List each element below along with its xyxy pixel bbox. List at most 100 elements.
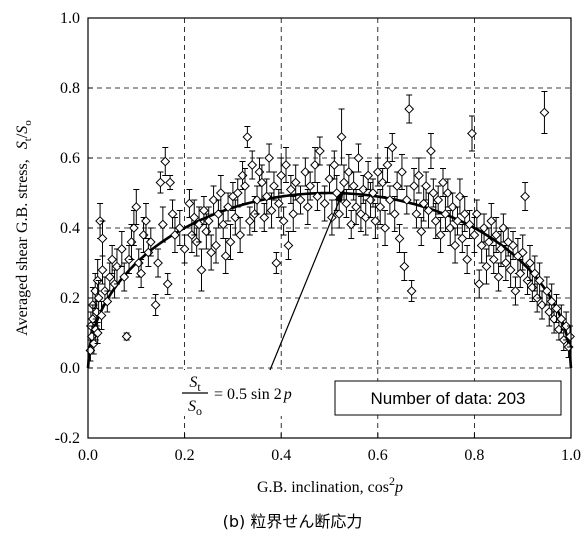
data-point	[235, 230, 246, 240]
equation-denominator: So	[188, 398, 202, 418]
y-tick-label: 0.2	[60, 290, 80, 307]
data-point	[464, 219, 475, 230]
data-point	[469, 230, 480, 240]
data-point	[119, 272, 130, 282]
data-point	[401, 195, 412, 205]
data-point	[363, 170, 374, 181]
data-point	[452, 216, 463, 226]
data-point	[133, 258, 144, 268]
x-tick-label: 0.4	[271, 447, 291, 464]
data-point	[261, 191, 272, 202]
data-point	[223, 202, 233, 212]
data-point	[358, 184, 369, 195]
data-point	[534, 275, 545, 286]
data-point	[527, 282, 538, 293]
data-point	[372, 167, 383, 177]
data-point	[121, 331, 132, 342]
data-point	[116, 244, 127, 254]
data-point	[486, 216, 497, 226]
data-point	[283, 240, 294, 251]
data-point	[479, 223, 489, 233]
data-point	[196, 265, 207, 275]
data-point	[556, 314, 567, 324]
data-point	[546, 296, 557, 307]
data-point	[290, 177, 301, 188]
data-point	[220, 251, 231, 261]
data-point	[471, 209, 482, 219]
data-point	[515, 268, 526, 279]
data-point	[520, 191, 531, 202]
data-point	[160, 156, 171, 167]
data-point	[339, 177, 349, 188]
data-point	[493, 272, 504, 282]
data-point	[329, 160, 340, 170]
data-point	[157, 219, 168, 230]
data-point	[162, 279, 173, 289]
data-point	[179, 244, 190, 254]
figure-caption: (b) 粒界せん断応力	[222, 512, 363, 531]
data-point	[104, 272, 115, 282]
data-point	[416, 226, 427, 237]
x-tick-label: 0.2	[175, 447, 195, 464]
data-point	[93, 293, 104, 303]
data-point	[211, 240, 221, 251]
data-point	[324, 174, 335, 184]
data-point	[565, 331, 575, 342]
data-point	[288, 209, 299, 219]
data-point	[529, 268, 540, 279]
data-point	[155, 177, 166, 188]
data-point	[517, 247, 528, 258]
data-point	[141, 216, 151, 226]
data-point	[319, 198, 330, 209]
y-tick-label: 1.0	[60, 10, 80, 27]
data-point	[498, 223, 509, 233]
data-point	[525, 258, 535, 268]
data-point	[488, 254, 499, 265]
equation-numerator: St	[189, 374, 201, 394]
data-point	[445, 223, 456, 233]
data-point	[215, 188, 226, 198]
data-point	[510, 286, 521, 296]
scatter-chart: 0.0 0.2 0.4 0.6 0.8 1.0-0.20.00.20.40.60.81.0…	[14, 10, 581, 496]
data-point	[170, 230, 180, 240]
data-point	[462, 254, 473, 265]
data-point	[392, 181, 403, 191]
data-point	[476, 240, 487, 251]
data-point	[496, 244, 506, 254]
data-point	[474, 279, 485, 289]
data-point	[97, 265, 108, 275]
data-point	[508, 240, 518, 251]
data-point	[167, 209, 178, 219]
data-point	[459, 209, 470, 219]
data-point	[384, 195, 395, 205]
data-point	[399, 261, 410, 272]
data-point	[203, 216, 214, 226]
data-point	[348, 181, 359, 191]
data-point	[273, 198, 284, 209]
data-point	[368, 188, 378, 198]
data-point	[252, 195, 262, 205]
data-point	[281, 160, 291, 170]
data-point	[138, 230, 149, 240]
data-point	[259, 212, 270, 223]
data-point	[503, 237, 514, 247]
data-point	[457, 233, 468, 244]
data-point	[389, 209, 400, 219]
data-point	[491, 230, 502, 240]
data-point	[423, 205, 434, 216]
data-point	[442, 188, 453, 198]
data-point	[334, 209, 345, 219]
data-point	[438, 177, 448, 188]
data-point	[404, 104, 415, 114]
data-point	[409, 181, 419, 191]
data-point	[218, 219, 229, 230]
data-point	[421, 181, 432, 191]
data-point	[112, 261, 122, 272]
data-point	[266, 205, 277, 216]
data-point	[285, 184, 296, 195]
data-point	[413, 170, 424, 181]
data-point	[331, 188, 342, 198]
y-tick-label: 0.8	[60, 80, 80, 97]
data-point	[406, 286, 417, 296]
